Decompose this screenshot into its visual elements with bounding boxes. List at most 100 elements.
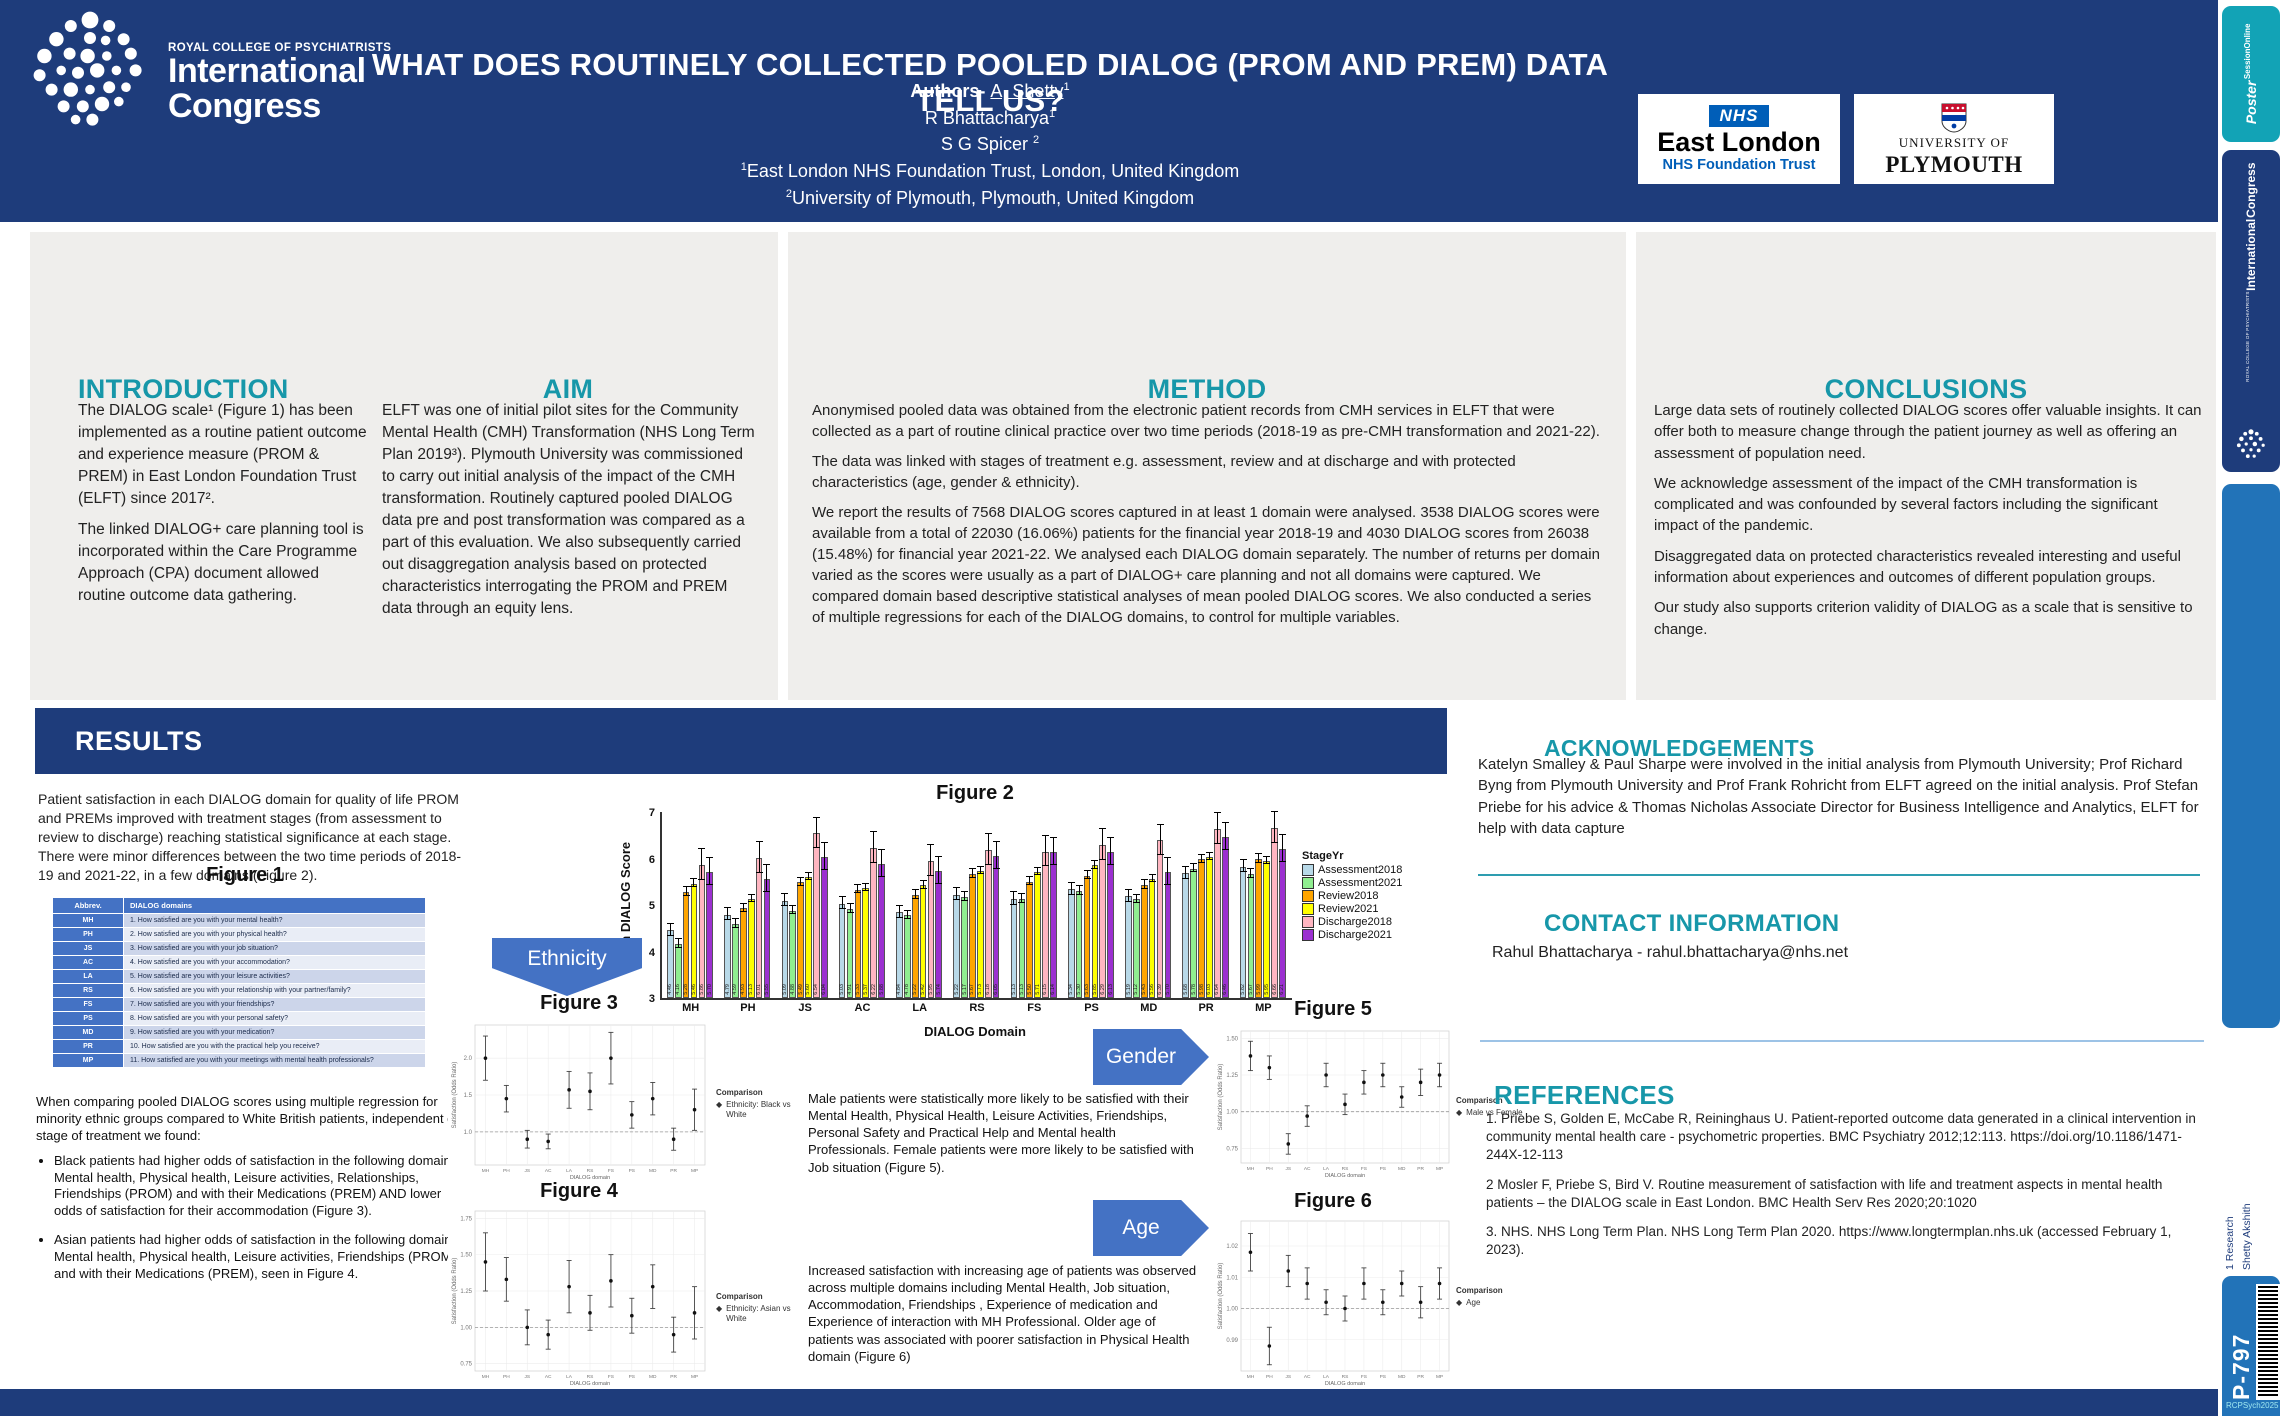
plymouth-line1: UNIVERSITY OF <box>1898 134 2010 150</box>
bar-Review2018: 5.43 <box>1140 885 1148 998</box>
bar-Assessment2018: 5.82 <box>1239 866 1247 998</box>
reference-1: 1. Priebe S, Golden E, McCabe R, Reining… <box>1486 1111 2196 1163</box>
bar-Assessment2018: 5.19 <box>1125 896 1132 998</box>
affiliation-2: 2University of Plymouth, Plymouth, Unite… <box>560 185 1420 212</box>
bar-value-label: 5.68 <box>1182 984 1189 995</box>
bar-value-label: 5.22 <box>912 984 919 995</box>
svg-text:JS: JS <box>1285 1166 1291 1172</box>
legend-label: Assessment2021 <box>1318 877 1403 889</box>
bar-error-whisker <box>1132 893 1140 904</box>
bar-error-whisker <box>935 855 943 884</box>
legend-swatch <box>1302 929 1314 941</box>
brain-dots-mini-icon <box>2236 429 2265 459</box>
bar-value-label: 5.13 <box>748 984 755 995</box>
fig4-svg: 0.75 1.00 1.25 1.50 1.75 MH PH JS AC LA RS FS PS MD PR… <box>452 1210 706 1387</box>
figure6-title: Figure 6 <box>1294 1190 1372 1212</box>
brand-college-label: ROYAL COLLEGE OF PSYCHIATRISTS <box>168 42 392 54</box>
bar-value-label: 6.54 <box>813 984 820 995</box>
figure2-bar-group: 5.68 5.78 5.98 6.03 6.64 6.46 PR <box>1177 811 1234 1014</box>
poster-number: P-797 <box>2228 1333 2254 1400</box>
bar-Review2021: 5.42 <box>919 885 927 998</box>
table-cell-abbrev: MD <box>53 1026 123 1039</box>
method-heading: METHOD <box>1147 374 1267 405</box>
introduction-p2: The linked DIALOG+ care planning tool is… <box>78 521 364 604</box>
bar-error-whisker <box>1034 866 1042 876</box>
sidebar-session-info: 1 Research Shetty Akshith <box>2224 1118 2253 1270</box>
bar-Assessment2021: 4.78 <box>903 915 911 998</box>
congress-year-label: RCPSych2025 <box>2226 1401 2279 1410</box>
bar-Discharge2018: 6.29 <box>1099 845 1107 998</box>
figure3-odds-plot: 1.0 1.5 2.0 MH PH JS AC LA RS FS PS MD PR MP Satisfact… <box>448 1020 710 1181</box>
bar-Review2018: 5.22 <box>911 894 919 998</box>
bar-error-whisker <box>789 904 797 915</box>
svg-text:MH: MH <box>1247 1374 1255 1380</box>
conclusions-body: Large data sets of routinely collected D… <box>1654 400 2202 649</box>
bar-error-whisker <box>927 843 935 876</box>
introduction-p1: The DIALOG scale¹ (Figure 1) has been im… <box>78 402 367 507</box>
references-heading: REFERENCES <box>1494 1079 1675 1110</box>
table-cell-abbrev: LA <box>53 970 123 983</box>
header-band: ROYAL COLLEGE OF PSYCHIATRISTS Internati… <box>0 0 2218 222</box>
bar-Review2021: 5.13 <box>747 898 755 998</box>
bar-error-whisker <box>870 831 878 864</box>
figure2-ytick: 4 <box>648 946 655 959</box>
figure6-odds-plot: 0.99 1.00 1.01 1.02 MH PH JS AC LA RS FS PS MD PR MP Sa… <box>1214 1216 1454 1387</box>
method-p2: The data was linked with stages of treat… <box>812 453 1516 491</box>
bar-value-label: 6.13 <box>1107 984 1114 995</box>
bar-Review2021: 5.46 <box>690 883 698 998</box>
comparison-legend-title: Comparison <box>716 1088 763 1097</box>
author-line-1: Authors- A, Shetty1 <box>560 78 1420 105</box>
bar-error-whisker <box>1255 853 1263 863</box>
figure6-legend: Comparison ◆ Age <box>1456 1286 1540 1308</box>
bar-value-label: 6.39 <box>1157 984 1163 995</box>
brand-line2: Congress <box>168 86 321 125</box>
bar-value-label: 5.98 <box>1198 984 1205 995</box>
bar-Assessment2018: 5.13 <box>1010 898 1018 998</box>
figure4-odds-plot: 0.75 1.00 1.25 1.50 1.75 MH PH JS AC LA RS FS PS MD PR… <box>448 1206 710 1387</box>
figure2-bar-chart: 3 4 5 6 7 4.46 4.16 5.28 5.46 5.86 5.70 MH 4.79 4.59 4… <box>649 807 1292 1014</box>
table-cell-abbrev: PS <box>53 1012 123 1025</box>
bar-value-label: 5.03 <box>839 984 846 995</box>
divider-line-2 <box>1480 1040 2204 1042</box>
bar-value-label: 5.99 <box>1255 984 1262 995</box>
reference-3: 3. NHS. NHS Long Term Plan. NHS Long Ter… <box>1486 1224 2172 1258</box>
footer-bar <box>0 1389 2218 1416</box>
bar-error-whisker <box>1205 851 1213 861</box>
bar-value-label: 5.88 <box>878 984 885 995</box>
results-heading-bar: RESULTS <box>35 708 1447 774</box>
bar-Discharge2018: 6.64 <box>1213 828 1221 998</box>
bar-Assessment2021: 4.59 <box>732 924 739 998</box>
bullet-black-patients: Black patients had higher odds of satisf… <box>54 1153 462 1221</box>
table-header-abbrev: Abbrev. <box>53 898 123 913</box>
bar-Discharge2021: 5.70 <box>706 872 714 998</box>
bullets-intro: When comparing pooled DIALOG scores usin… <box>36 1094 459 1143</box>
figure5-legend: Comparison ◆ Male vs Female <box>1456 1096 1540 1118</box>
method-p1: Anonymised pooled data was obtained from… <box>812 402 1600 440</box>
svg-text:LA: LA <box>1323 1374 1330 1380</box>
congress-line1: International <box>2244 218 2258 291</box>
figure2-bar-group: 5.34 5.30 5.63 5.85 6.29 6.13 PS <box>1063 812 1120 1014</box>
comparison-legend-label: Male vs Female <box>1466 1108 1523 1117</box>
bar-value-label: 5.42 <box>920 984 927 995</box>
bar-Discharge2021: 6.14 <box>1050 852 1057 998</box>
bar-value-label: 5.71 <box>1034 984 1041 995</box>
svg-text:1.75: 1.75 <box>460 1216 472 1222</box>
svg-text:0.99: 0.99 <box>1226 1338 1238 1344</box>
svg-text:MP: MP <box>1436 1374 1443 1380</box>
figure2-xtick: PH <box>740 1002 756 1014</box>
bar-value-label: 4.84 <box>896 984 903 995</box>
bar-Review2021: 5.37 <box>862 887 870 998</box>
bar-value-label: 6.64 <box>1214 984 1221 995</box>
svg-text:Satisfaction (Odds Ratio): Satisfaction (Odds Ratio) <box>452 1258 458 1325</box>
bar-Assessment2018: 5.09 <box>781 900 789 998</box>
svg-text:1.50: 1.50 <box>1226 1036 1238 1042</box>
bar-error-whisker <box>731 918 739 928</box>
svg-text:AC: AC <box>1304 1374 1311 1380</box>
bar-error-whisker <box>976 865 984 875</box>
table-row: RS 6. How satisfied are you with your rel… <box>53 984 425 997</box>
figure2-xtick: RS <box>969 1002 985 1014</box>
svg-text:PH: PH <box>1266 1374 1273 1380</box>
legend-label: Discharge2021 <box>1318 929 1392 941</box>
figure2-xtick: MH <box>682 1002 700 1014</box>
